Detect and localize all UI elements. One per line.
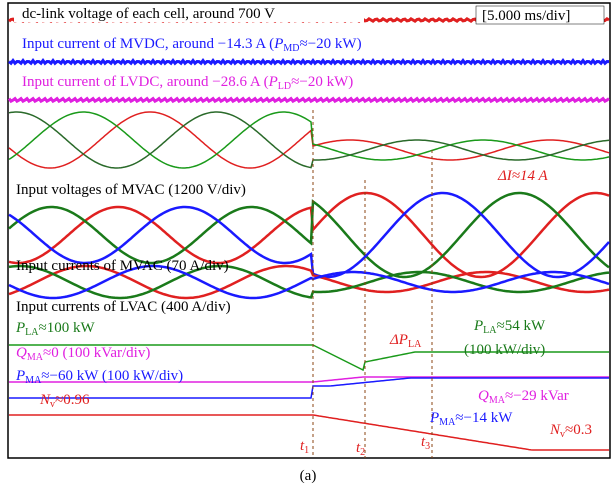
text: 1 [304,445,309,456]
text: MA [25,375,42,386]
text: ≈0.96 [55,392,90,408]
text: ≈−60 kW (100 kW/div) [41,368,183,384]
text: Input current of MVDC, around −14.3 A ( [22,36,274,52]
text: ≈100 kW [39,320,96,336]
text: LA [25,327,39,338]
mvac-voltage-label: Input voltages of MVAC (1200 V/div) [16,182,246,198]
text: LD [278,81,291,92]
nv-after: Nv≈0.3 [549,422,592,440]
text: 3 [425,441,430,452]
text: ≈−20 kW) [291,74,353,90]
text: P [268,74,278,90]
text: ≈−20 kW) [299,36,361,52]
pla-div: (100 kW/div) [464,342,545,358]
mvac-current-label: Input currents of MVAC (70 A/div) [16,258,229,274]
text: ≈−14 kW [455,410,513,426]
text: ≈−29 kVar [505,388,569,404]
text: MD [283,43,299,54]
text: ≈0.3 [565,422,592,438]
text: MA [489,395,506,406]
lvac-current-label: Input currents of LVAC (400 A/div) [16,299,231,315]
text: P [15,368,25,384]
text: P [273,36,283,52]
text: LA [483,325,497,336]
dc-link-label: dc-link voltage of each cell, around 700… [22,6,275,22]
caption: (a) [300,468,317,484]
delta-i: ΔI≈14 A [497,168,549,184]
nv-before: Nv≈0.96 [39,392,90,410]
text: P [473,318,483,334]
waveform [9,61,609,64]
text: ≈54 kW [497,318,546,334]
text: LA [408,339,422,350]
text: 2 [360,447,365,458]
text: Q [478,388,489,404]
timebase: [5.000 ms/div] [482,8,570,24]
figure: dc-link voltage of each cell, around 700… [0,0,616,488]
waveform [9,99,609,102]
text: P [429,410,439,426]
text: P [15,320,25,336]
text: ≈0 (100 kVar/div) [43,345,150,361]
text: MA [439,417,456,428]
text: MA [27,352,44,363]
mvdc-label: Input current of MVDC, around −14.3 A (P… [22,36,362,54]
text: Input current of LVDC, around −28.6 A ( [22,74,269,90]
lvdc-label: Input current of LVDC, around −28.6 A (P… [22,74,353,92]
text: ΔP [389,332,408,348]
text: Q [16,345,27,361]
